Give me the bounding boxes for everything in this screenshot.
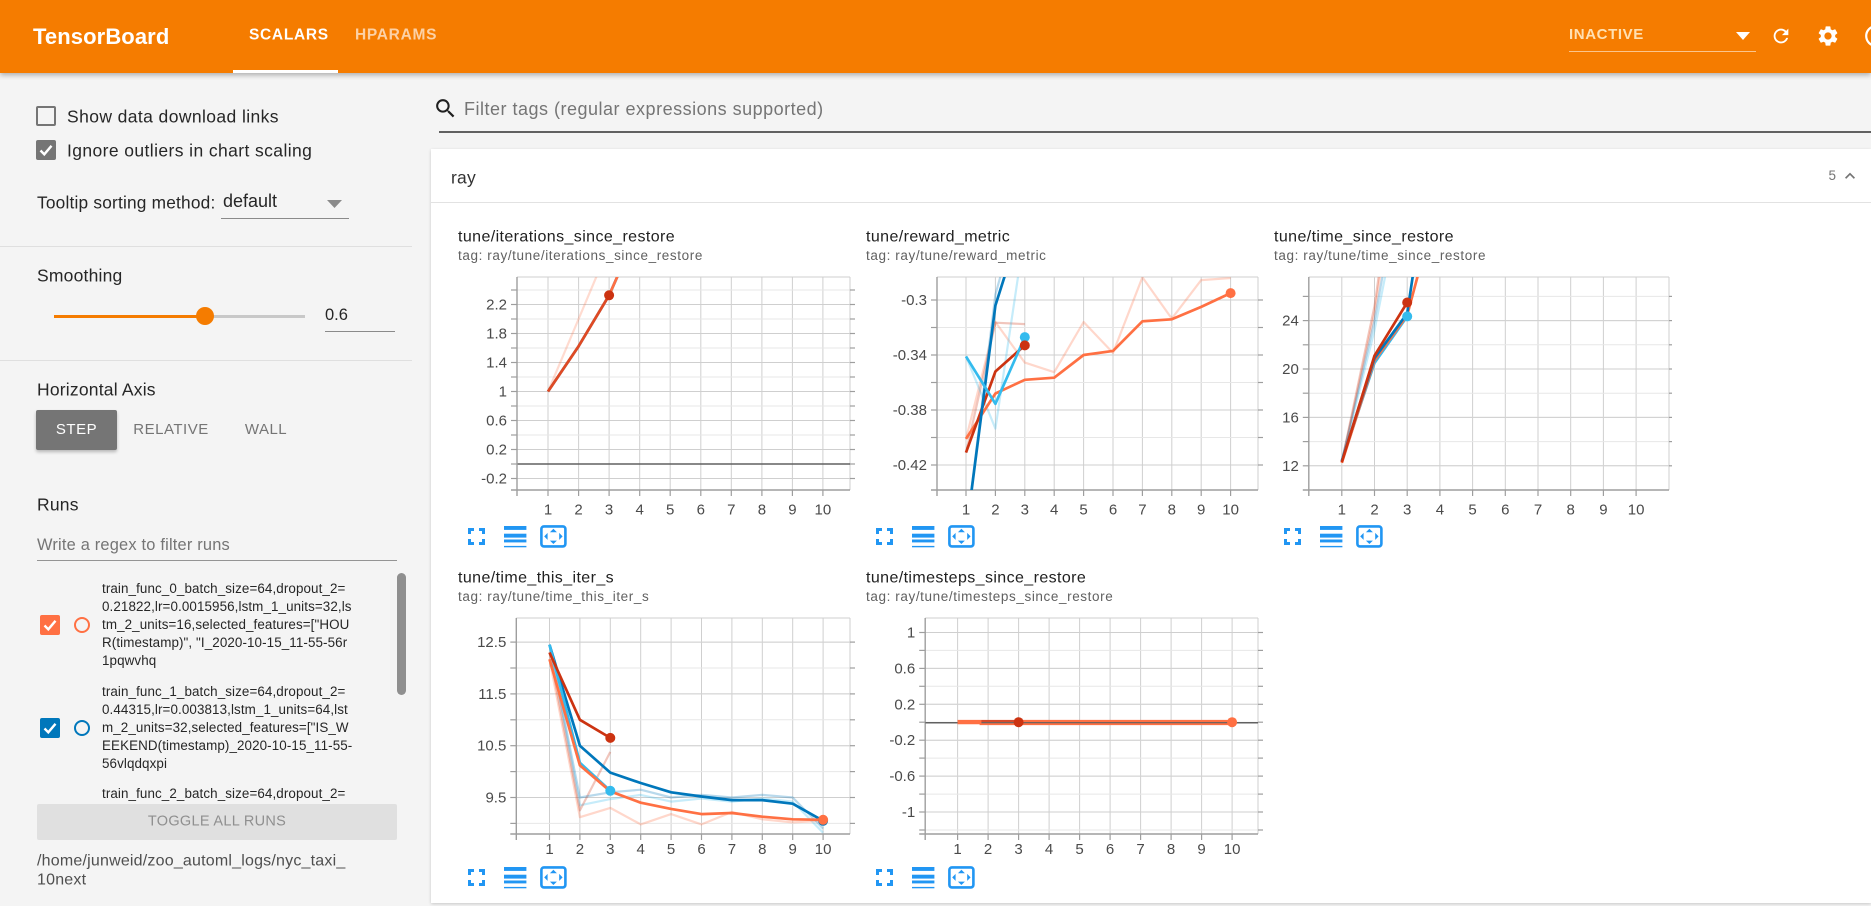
svg-text:1: 1 [499,384,507,401]
svg-text:2: 2 [991,502,999,519]
svg-text:9: 9 [1197,841,1205,858]
svg-text:9.5: 9.5 [485,790,506,807]
svg-text:5: 5 [667,841,675,858]
svg-text:-0.6: -0.6 [889,768,915,785]
svg-text:7: 7 [727,502,735,519]
svg-text:4: 4 [1050,502,1058,519]
svg-text:6: 6 [697,502,705,519]
svg-text:-0.3: -0.3 [901,292,927,309]
svg-text:1: 1 [953,841,961,858]
svg-text:-0.2: -0.2 [481,471,507,488]
svg-text:1.4: 1.4 [486,355,507,372]
svg-text:20: 20 [1282,361,1299,378]
svg-text:7: 7 [728,841,736,858]
svg-text:6: 6 [1106,841,1114,858]
svg-text:3: 3 [605,502,613,519]
svg-text:10: 10 [1224,841,1241,858]
svg-text:-1: -1 [902,804,915,821]
svg-text:9: 9 [1197,502,1205,519]
svg-text:6: 6 [697,841,705,858]
svg-text:11.5: 11.5 [478,686,506,703]
svg-text:1: 1 [1338,502,1346,519]
svg-text:3: 3 [1403,502,1411,519]
svg-text:0.6: 0.6 [486,413,507,430]
svg-text:5: 5 [1075,841,1083,858]
svg-text:5: 5 [1468,502,1476,519]
svg-text:4: 4 [1436,502,1444,519]
svg-text:10: 10 [815,841,832,858]
svg-text:8: 8 [1567,502,1575,519]
svg-text:7: 7 [1138,502,1146,519]
svg-text:1: 1 [907,625,915,642]
svg-text:-0.38: -0.38 [893,402,927,419]
svg-text:7: 7 [1534,502,1542,519]
svg-text:-0.34: -0.34 [893,347,927,364]
svg-text:4: 4 [1045,841,1053,858]
svg-text:16: 16 [1282,409,1299,426]
svg-text:6: 6 [1501,502,1509,519]
svg-text:9: 9 [1599,502,1607,519]
svg-text:8: 8 [1167,841,1175,858]
svg-text:4: 4 [637,841,645,858]
svg-text:10.5: 10.5 [477,738,506,755]
svg-text:2.2: 2.2 [486,297,507,314]
svg-text:10: 10 [1222,502,1239,519]
svg-text:9: 9 [789,841,797,858]
svg-text:8: 8 [758,502,766,519]
svg-text:9: 9 [788,502,796,519]
svg-text:1: 1 [962,502,970,519]
svg-text:3: 3 [1021,502,1029,519]
svg-text:1.8: 1.8 [486,326,507,343]
svg-text:5: 5 [666,502,674,519]
svg-text:24: 24 [1282,313,1299,330]
svg-text:2: 2 [574,502,582,519]
svg-text:3: 3 [606,841,614,858]
svg-text:3: 3 [1014,841,1022,858]
svg-text:10: 10 [815,502,832,519]
svg-text:0.2: 0.2 [486,442,507,459]
svg-text:12.5: 12.5 [477,634,506,651]
svg-text:0.2: 0.2 [894,696,915,713]
svg-text:1: 1 [545,841,553,858]
svg-text:8: 8 [1168,502,1176,519]
svg-text:0.6: 0.6 [894,660,915,677]
svg-text:10: 10 [1628,502,1645,519]
svg-text:12: 12 [1282,458,1299,475]
svg-text:5: 5 [1079,502,1087,519]
svg-text:-0.42: -0.42 [893,457,927,474]
svg-text:7: 7 [1136,841,1144,858]
svg-text:6: 6 [1109,502,1117,519]
svg-text:2: 2 [1370,502,1378,519]
svg-text:2: 2 [984,841,992,858]
svg-text:2: 2 [576,841,584,858]
svg-text:1: 1 [544,502,552,519]
svg-text:-0.2: -0.2 [889,732,915,749]
svg-text:4: 4 [636,502,644,519]
svg-text:8: 8 [758,841,766,858]
